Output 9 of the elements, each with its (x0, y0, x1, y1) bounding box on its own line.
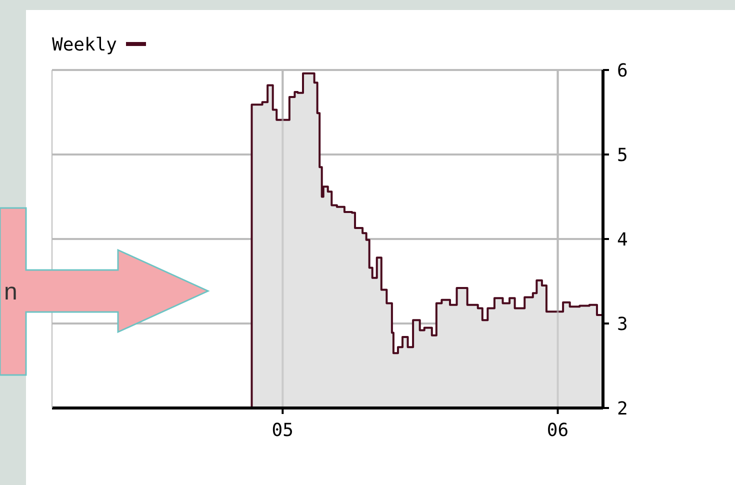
y-tick-label: 5 (617, 144, 628, 166)
x-tick-label: 06 (546, 420, 569, 441)
y-tick-label: 3 (617, 314, 628, 335)
y-tick-label: 4 (617, 229, 628, 250)
text: n (4, 278, 18, 306)
legend-label: Weekly (52, 34, 118, 56)
y-tick-label: 2 (617, 398, 628, 420)
x-tick-label: 05 (272, 420, 294, 441)
y-tick-label: 6 (617, 60, 628, 82)
